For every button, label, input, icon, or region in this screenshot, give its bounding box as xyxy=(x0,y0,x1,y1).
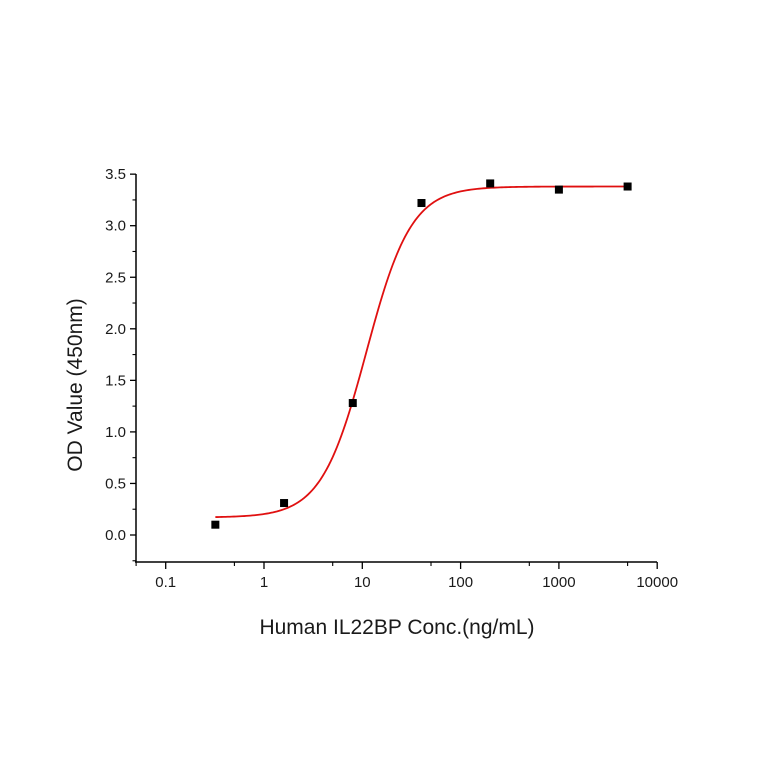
x-tick-label: 10000 xyxy=(636,574,678,591)
y-tick-label: 0.0 xyxy=(105,527,126,544)
data-point-square xyxy=(280,499,289,508)
x-axis: 0.1 1 10 100 1000 10000 xyxy=(135,561,678,591)
y-tick-label: 2.0 xyxy=(105,321,126,338)
y-tick-label: 2.5 xyxy=(105,269,126,286)
data-point-square xyxy=(486,179,495,188)
y-axis-title: OD Value (450nm) xyxy=(64,298,87,472)
fit-curve xyxy=(215,185,628,518)
x-tick-label: 0.1 xyxy=(155,574,176,591)
x-axis-title: Human IL22BP Conc.(ng/mL) xyxy=(259,616,534,639)
x-tick-label: 10 xyxy=(354,574,371,591)
y-tick-label: 3.0 xyxy=(105,218,126,235)
x-tick-label: 100 xyxy=(448,574,473,591)
data-point-square xyxy=(348,399,357,408)
y-tick-label: 0.5 xyxy=(105,475,126,492)
data-point-square xyxy=(211,520,220,529)
x-tick-label: 1000 xyxy=(542,574,575,591)
y-tick-label: 3.5 xyxy=(105,166,126,183)
fit-curve-path xyxy=(215,185,628,518)
data-point-square xyxy=(623,182,632,191)
data-points xyxy=(211,179,632,529)
y-tick-label: 1.0 xyxy=(105,424,126,441)
y-axis: 0.0 0.5 1.0 1.5 2.0 2.5 3.0 3.5 xyxy=(105,166,137,562)
data-point-square xyxy=(554,185,563,194)
data-point-square xyxy=(417,199,426,208)
y-tick-label: 1.5 xyxy=(105,372,126,389)
x-tick-label: 1 xyxy=(260,574,268,591)
